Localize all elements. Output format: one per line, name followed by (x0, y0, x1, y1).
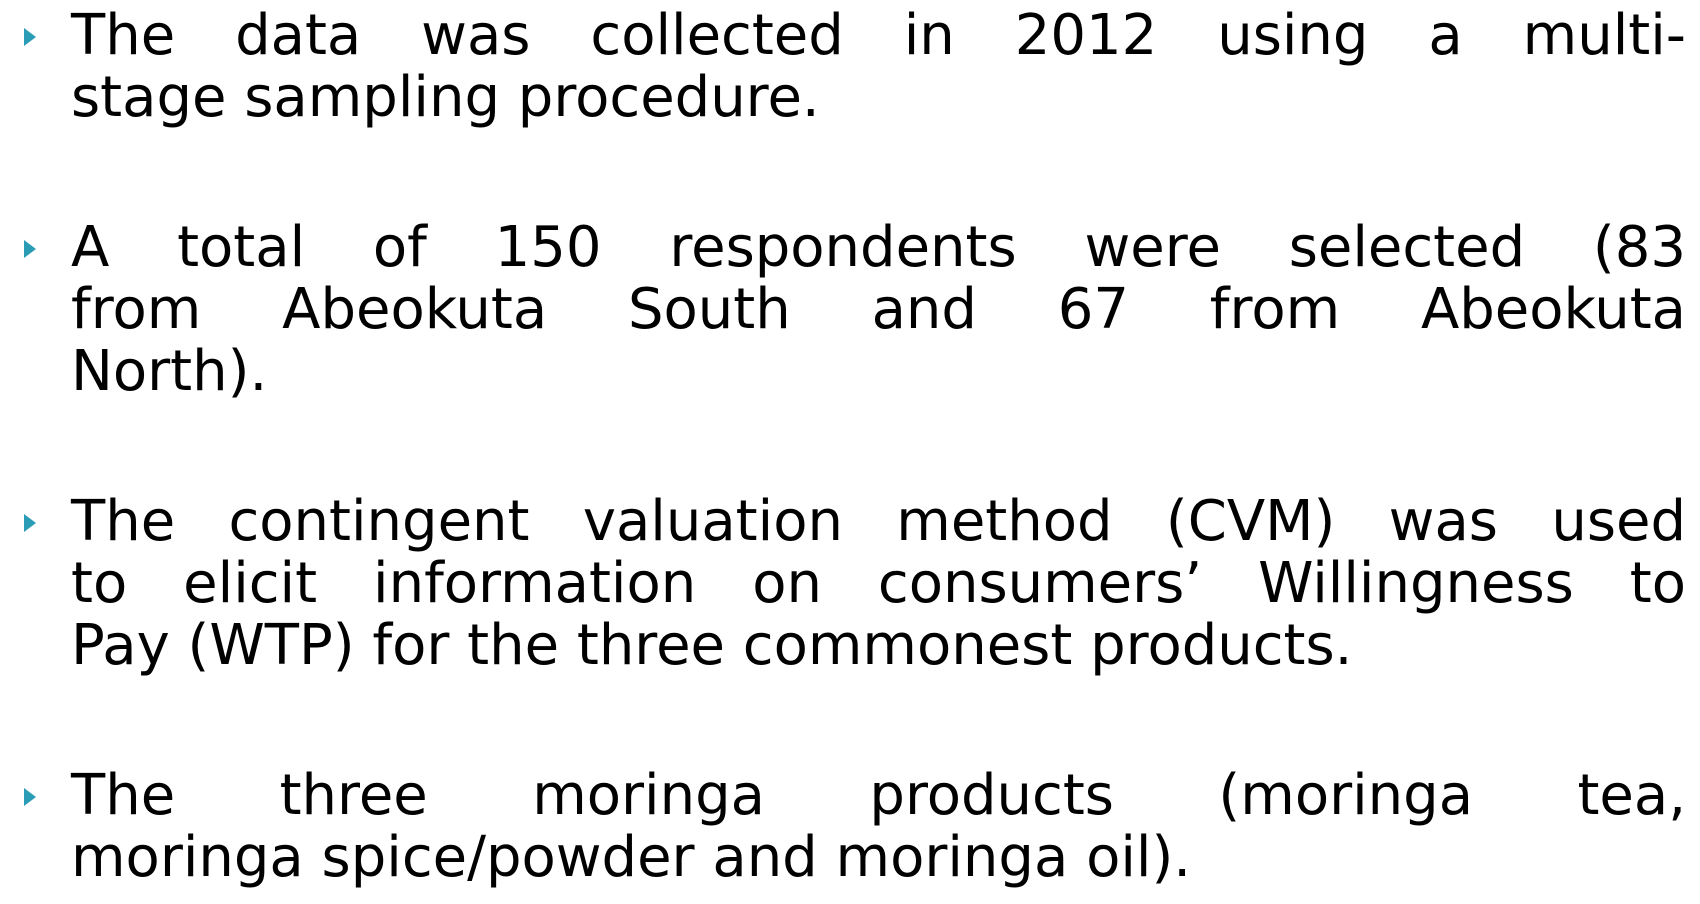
bullet-text-line: The three moringa products (moringa tea, (71, 763, 1686, 828)
bullet-text-line: to elicit information on consumers’ Will… (71, 551, 1686, 616)
bullet-item: The three moringa products (moringa tea,… (24, 763, 1686, 890)
bullet-text-line: A total of 150 respondents were selected… (71, 215, 1686, 280)
bullet-text-line: from Abeokuta South and 67 from Abeokuta (71, 277, 1686, 342)
bullet-marker (24, 240, 36, 258)
bullet-item: A total of 150 respondents were selected… (24, 215, 1686, 404)
bullet-marker (24, 514, 36, 532)
bullet-text-line: The data was collected in 2012 using a m… (71, 3, 1686, 68)
bullet-item: The data was collected in 2012 using a m… (24, 3, 1686, 130)
bullet-marker (24, 28, 36, 46)
bullet-text-line: North). (71, 339, 268, 404)
bullet-text-line: moringa spice/powder and moringa oil). (71, 825, 1192, 890)
bullet-item: The contingent valuation method (CVM) wa… (24, 489, 1686, 678)
bullet-marker (24, 788, 36, 806)
bullet-text-line: The contingent valuation method (CVM) wa… (71, 489, 1686, 554)
bullet-text-line: stage sampling procedure. (71, 65, 820, 130)
bullet-text-line: Pay (WTP) for the three commonest produc… (71, 613, 1353, 678)
